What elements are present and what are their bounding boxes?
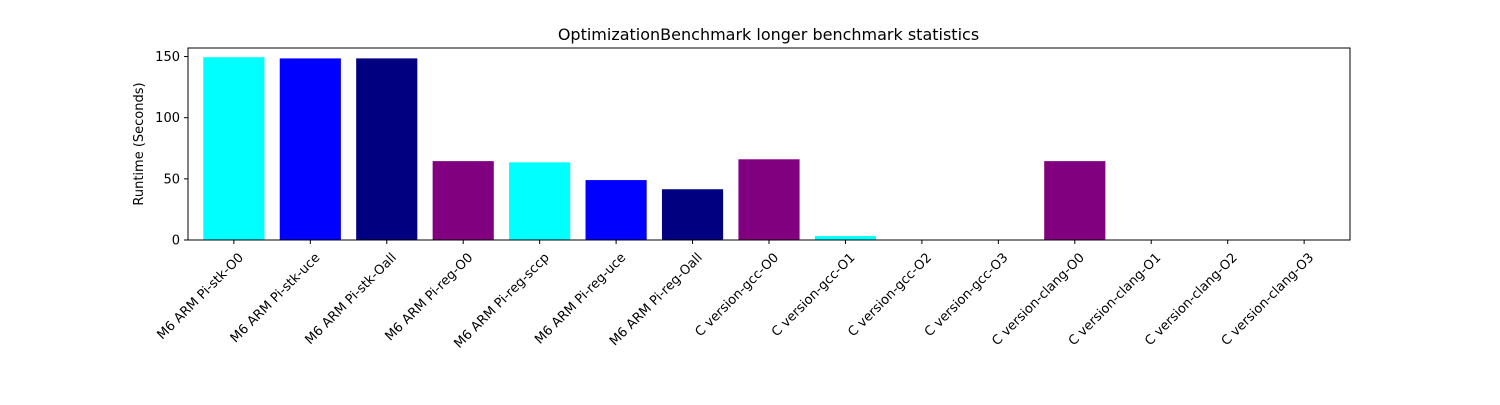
y-tick-label-1: 0	[172, 234, 180, 249]
bar-1	[203, 57, 264, 240]
bar-2	[280, 58, 341, 240]
bar-7	[662, 189, 723, 240]
x-tick-label-11: C version-gcc-O3	[922, 250, 1012, 340]
bar-3	[356, 58, 417, 240]
bar-5	[509, 162, 570, 240]
y-tick-label-2: 50	[163, 172, 180, 187]
y-axis-ticks: 0 50 100 150	[155, 50, 188, 248]
x-tick-label-10: C version-gcc-O2	[845, 250, 935, 340]
y-tick-label-3: 100	[155, 111, 180, 126]
x-tick-label-9: C version-gcc-O1	[769, 250, 859, 340]
y-axis-label: Runtime (Seconds)	[132, 82, 147, 205]
bar-6	[586, 180, 647, 240]
bar-4	[433, 161, 494, 240]
bar-9	[815, 236, 876, 240]
bar-8	[738, 159, 799, 240]
y-tick-label-4: 150	[155, 50, 180, 65]
chart-title: OptimizationBenchmark longer benchmark s…	[558, 25, 979, 44]
bar-12	[1044, 161, 1105, 240]
bars-group	[203, 57, 1334, 240]
x-tick-label-8: C version-gcc-O0	[693, 250, 783, 340]
